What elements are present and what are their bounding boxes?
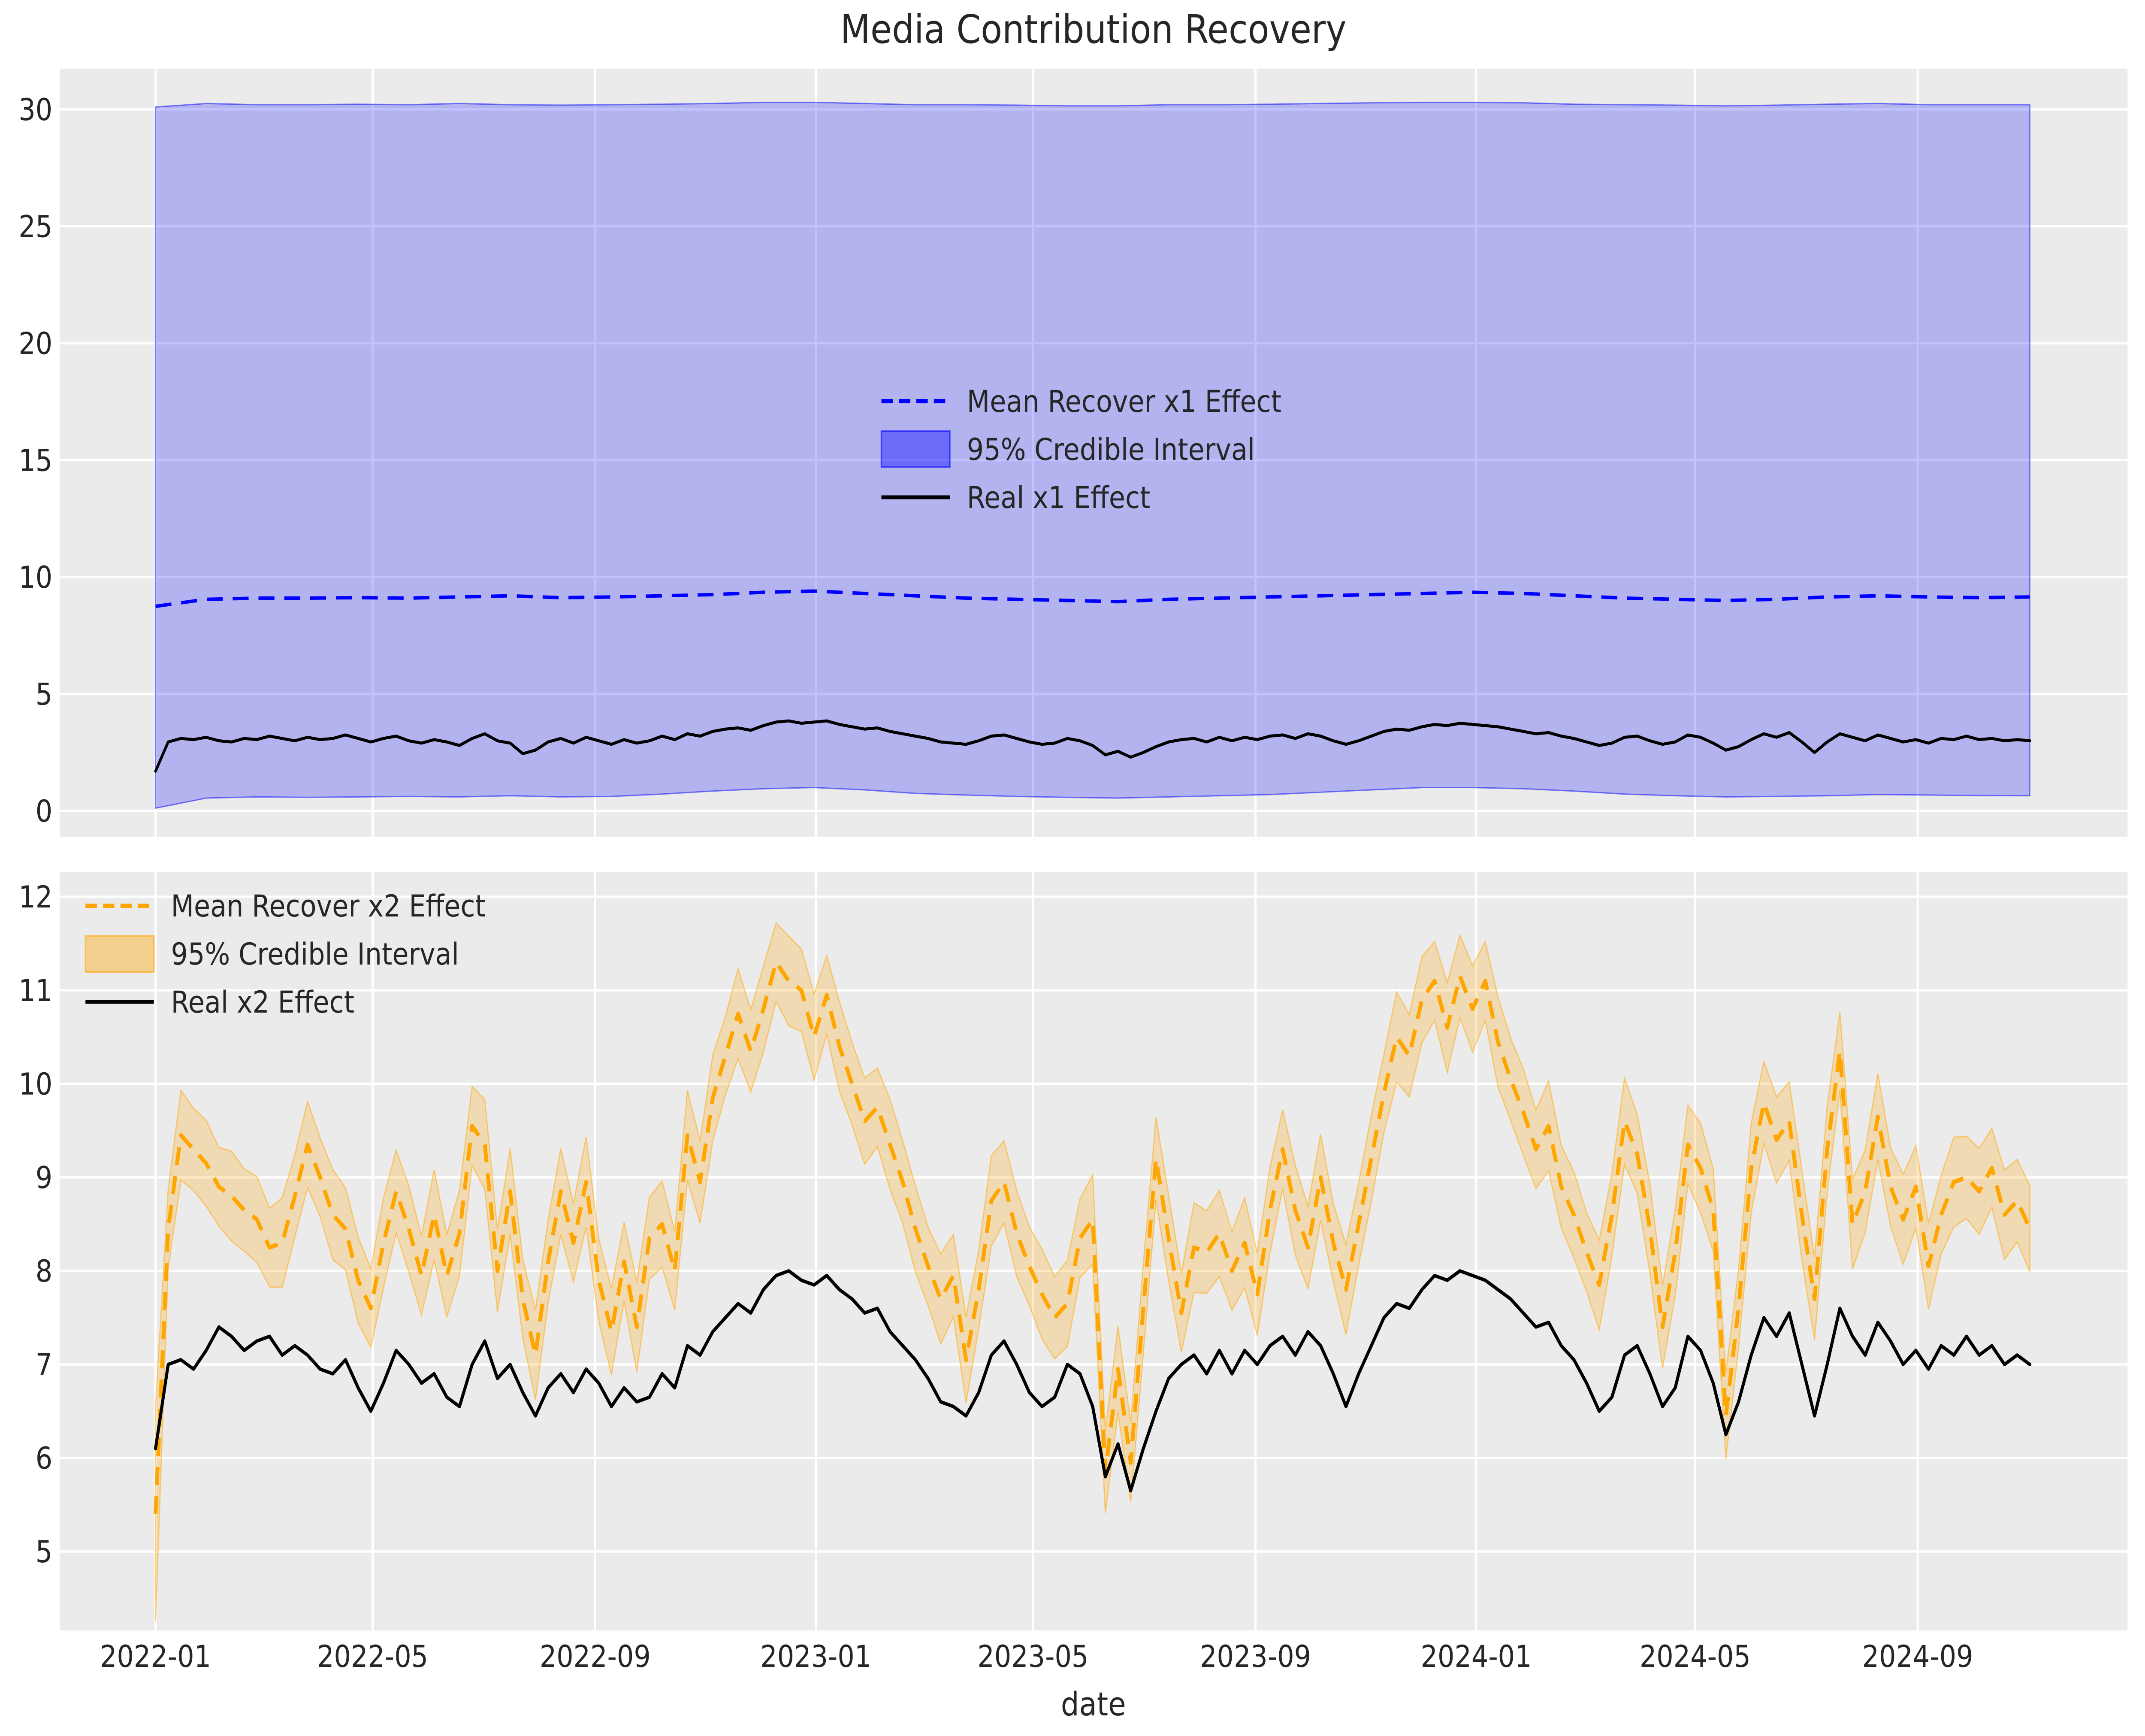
top-y-tick-label: 10: [18, 560, 52, 595]
top-credible-interval-band: [155, 101, 2030, 809]
top-real-effect-line: [154, 719, 2031, 773]
top-y-tick-label: 5: [36, 677, 52, 712]
bottom-y-tick-label: 7: [36, 1347, 52, 1382]
x-tick-label: 2023-01: [760, 1639, 871, 1674]
top-grid: [60, 69, 2128, 837]
top-mean-recover-line: [155, 589, 2030, 608]
legend-entry-label: 95% Credible Interval: [967, 432, 1255, 467]
panel-top: 0 5 10 15 20 25 30 Mean Recover x1 Effect 95% Cr…: [18, 69, 2128, 837]
x-tick-label: 2022-05: [317, 1639, 428, 1674]
legend-entry-label: 95% Credible Interval: [171, 937, 459, 972]
bottom-real-effect-line: [154, 1269, 2032, 1493]
legend-entry-label: Real x1 Effect: [967, 480, 1151, 515]
legend-entry-label: Mean Recover x1 Effect: [967, 384, 1281, 419]
x-tick-label: 2022-01: [100, 1639, 211, 1674]
top-y-tick-label: 15: [18, 443, 52, 478]
top-y-tick-label: 0: [36, 794, 52, 829]
legend-interval-patch-sample: [85, 935, 155, 973]
top-y-tick-label: 25: [18, 209, 52, 245]
bottom-plot-area: [60, 872, 2128, 1630]
top-legend: Mean Recover x1 Effect 95% Credible Inter…: [880, 384, 1281, 515]
bottom-y-tick-label: 11: [18, 973, 52, 1008]
legend-interval-patch-sample: [880, 430, 951, 468]
x-tick-label: 2024-01: [1421, 1639, 1532, 1674]
bottom-y-tick-label: 8: [36, 1254, 52, 1289]
x-tick-label: 2024-09: [1862, 1639, 1973, 1674]
chart-title: Media Contribution Recovery: [840, 6, 1347, 52]
x-axis-tick-labels: 2022-01 2022-05 2022-09 2023-01 2023-05 2023-…: [100, 1639, 1973, 1674]
bottom-y-tick-label: 10: [18, 1067, 52, 1102]
top-plot-area: [60, 69, 2128, 837]
top-y-tick-label: 30: [18, 92, 52, 127]
bottom-grid: [60, 872, 2128, 1630]
panel-bottom: 5 6 7 8 9 10 11 12 Mean Recover x2 Effect 95% Cre…: [18, 872, 2128, 1630]
x-axis-label: date: [1061, 1685, 1126, 1723]
bottom-mean-recover-line: [154, 960, 2032, 1515]
x-tick-label: 2022-09: [540, 1639, 651, 1674]
top-y-tick-label: 20: [18, 326, 52, 361]
x-tick-label: 2023-05: [977, 1639, 1088, 1674]
bottom-y-tick-label: 12: [18, 880, 52, 915]
bottom-legend: Mean Recover x2 Effect 95% Credible Inter…: [85, 889, 486, 1020]
bottom-y-tick-label: 6: [36, 1441, 52, 1476]
x-tick-label: 2023-09: [1200, 1639, 1311, 1674]
legend-entry-label: Mean Recover x2 Effect: [171, 889, 486, 924]
chart-panels: 0 5 10 15 20 25 30 Mean Recover x1 Effect 95% Cr…: [18, 69, 2128, 1674]
x-tick-label: 2024-05: [1640, 1639, 1751, 1674]
bottom-y-tick-label: 5: [36, 1534, 52, 1570]
legend-entry-label: Real x2 Effect: [171, 985, 355, 1020]
bottom-y-tick-label: 9: [36, 1160, 52, 1195]
